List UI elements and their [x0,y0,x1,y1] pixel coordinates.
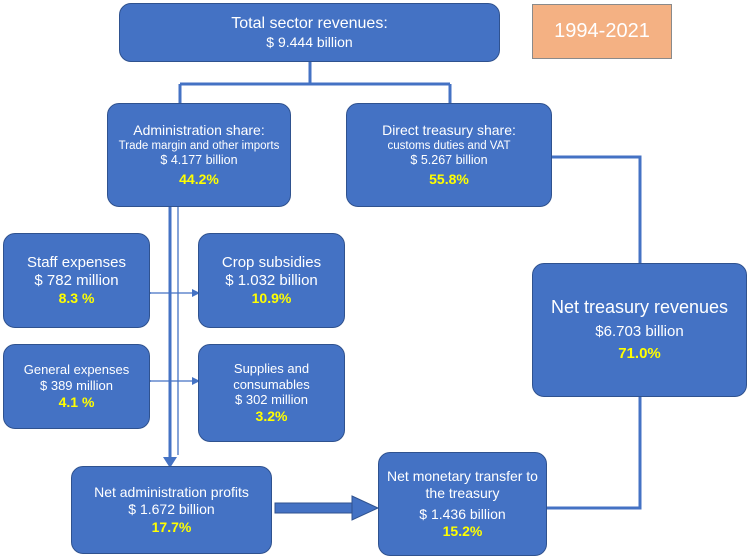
crop-subsidies-title: Crop subsidies [221,253,322,271]
supplies-box: Supplies and consumables $ 302 million 3… [198,344,345,442]
net-admin-profits-title: Net administration profits [94,484,249,501]
net-transfer-title-line1: Net monetary transfer to [387,468,538,485]
split-connector [178,62,452,103]
admin-share-box: Administration share: Trade margin and o… [107,103,291,207]
total-revenues-amount: $ 9.444 billion [266,33,353,50]
net-treasury-title: Net treasury revenues [550,296,729,317]
staff-expenses-amount: $ 782 million [34,271,119,289]
net-transfer-pct: 15.2% [442,522,483,539]
net-admin-profits-box: Net administration profits $ 1.672 billi… [71,466,272,554]
supplies-title-line2: consumables [233,376,310,392]
total-revenues-box: Total sector revenues: $ 9.444 billion [119,3,500,62]
total-revenues-title: Total sector revenues: [231,15,388,33]
treasury-share-title: Direct treasury share: [382,122,516,139]
staff-expenses-box: Staff expenses $ 782 million 8.3 % [3,233,150,328]
transfer-arrow-body [274,502,354,514]
crop-subsidies-box: Crop subsidies $ 1.032 billion 10.9% [198,233,345,328]
net-treasury-transfer-line [547,397,642,510]
admin-share-subtitle: Trade margin and other imports [118,140,280,153]
net-transfer-title-line2: the treasury [425,485,500,502]
treasury-share-subtitle: customs duties and VAT [387,140,511,153]
treasury-share-pct: 55.8% [429,170,469,187]
supplies-pct: 3.2% [255,408,288,425]
general-expenses-pct: 4.1 % [58,393,95,410]
net-treasury-box: Net treasury revenues $6.703 billion 71.… [532,263,747,397]
net-treasury-pct: 71.0% [618,344,661,362]
treasury-share-amount: $ 5.267 billion [410,153,488,168]
staff-expenses-title: Staff expenses [27,253,126,271]
net-transfer-box: Net monetary transfer to the treasury $ … [378,452,547,556]
net-treasury-amount: $6.703 billion [595,322,684,340]
net-admin-profits-pct: 17.7% [151,518,192,535]
net-transfer-amount: $ 1.436 billion [419,505,506,522]
crop-subsidies-amount: $ 1.032 billion [225,271,318,289]
transfer-arrow-head [351,495,380,521]
admin-share-amount: $ 4.177 billion [160,153,238,168]
supplies-amount: $ 302 million [235,392,308,408]
admin-share-pct: 44.2% [179,170,219,187]
general-expenses-box: General expenses $ 389 million 4.1 % [3,344,150,429]
general-expenses-title: General expenses [23,362,130,378]
supplies-title-line1: Supplies and [233,360,310,376]
general-expenses-amount: $ 389 million [40,377,113,393]
admin-share-title: Administration share: [133,122,265,139]
staff-expenses-pct: 8.3 % [58,290,95,307]
period-label: 1994-2021 [532,4,672,59]
treasury-share-box: Direct treasury share: customs duties an… [346,103,552,207]
crop-subsidies-pct: 10.9% [251,290,292,307]
treasury-to-net-line [546,155,642,263]
profits-arrowhead [163,457,177,468]
net-admin-profits-amount: $ 1.672 billion [128,501,215,518]
